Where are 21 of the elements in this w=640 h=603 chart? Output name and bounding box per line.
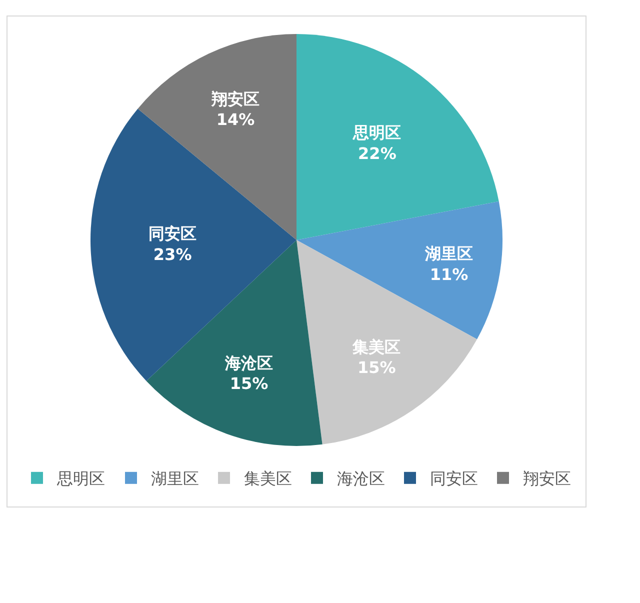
legend-label: 翔安区 <box>523 469 571 488</box>
pie-slice <box>296 201 502 340</box>
legend-label: 思明区 <box>56 469 105 488</box>
pie-slice <box>296 34 499 240</box>
pie-slice <box>296 240 478 444</box>
slice-label: 思明区 <box>352 123 402 142</box>
data-label: 23% <box>153 244 192 264</box>
slice-label: 同安区 <box>148 224 197 243</box>
data-label: 15% <box>230 374 268 394</box>
data-label: 14% <box>216 110 255 130</box>
legend-label: 湖里区 <box>151 469 199 488</box>
legend-label: 同安区 <box>430 469 478 488</box>
pie-slice <box>146 240 322 446</box>
legend-label: 集美区 <box>244 469 292 488</box>
slice-label: 海沧区 <box>224 353 274 372</box>
data-label: 11% <box>430 264 468 284</box>
slice-label: 翔安区 <box>210 89 260 108</box>
data-label: 22% <box>358 144 396 163</box>
legend-label: 海沧区 <box>337 469 385 488</box>
pie-slice <box>138 34 296 240</box>
slice-label: 湖里区 <box>424 244 473 264</box>
